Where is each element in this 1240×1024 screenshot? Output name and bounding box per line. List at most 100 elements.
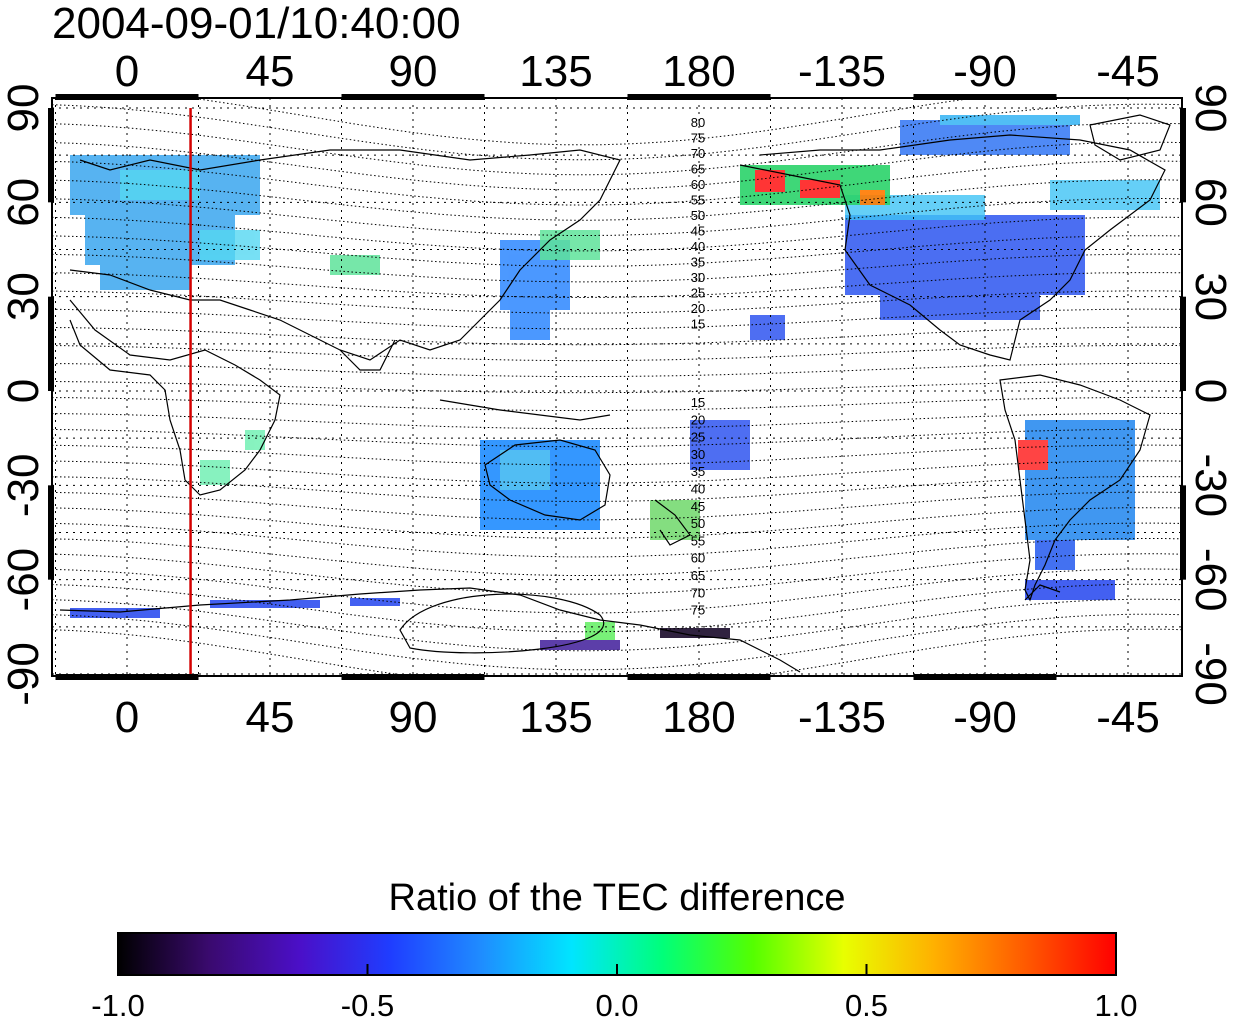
frame-bar-left [48,485,54,580]
contour-label-south: 45 [691,499,705,514]
contour-line [52,428,1182,448]
colorbar-tick-label: 1.0 [1094,988,1137,1023]
frame-bar-top [341,94,485,100]
frame-bar-left [48,296,54,391]
frame-bar-bottom [55,674,199,680]
patch-namerica-cyan [845,180,1160,220]
contour-line [52,553,1182,595]
contour-label-north: 50 [691,208,705,223]
colorbar-tick-label: 0.5 [845,988,888,1023]
lon-label-bottom: -135 [798,693,886,742]
contour-line [52,613,1182,671]
contour-label-south: 50 [691,516,705,531]
lon-label-bottom: 0 [115,693,139,742]
contour-label-north: 55 [691,193,705,208]
coast-europe-asia [69,149,621,361]
lat-label-right: 0 [1186,379,1235,403]
contour-line [187,98,978,146]
frame-bar-left [48,108,54,203]
contour-label-north: 60 [691,177,705,192]
patch-africa [200,430,265,485]
lon-label-bottom: -45 [1096,693,1160,742]
contour-line [52,444,1182,466]
lon-label-top: -45 [1096,47,1160,96]
contour-line [52,344,1182,362]
contour-line [52,253,1182,283]
contour-line [52,290,1182,314]
lat-label-left: -60 [0,548,48,612]
contour-label-south: 25 [691,430,705,445]
colorbar-tick-label: 0.0 [595,988,638,1023]
contour-label-north: 80 [691,115,705,130]
lat-label-right: 60 [1186,178,1235,227]
patch-alaska [740,115,1080,205]
contour-label-north: 45 [691,224,705,239]
contour-line [52,198,1182,236]
contour-label-south: 60 [691,551,705,566]
contour-line [52,491,1182,521]
contour-label-south: 20 [691,412,705,427]
lon-label-bottom: 135 [519,693,592,742]
lon-label-bottom: -90 [953,693,1017,742]
lon-label-top: 0 [115,47,139,96]
lat-label-left: 30 [0,272,48,321]
patch-newzealand [650,500,700,540]
contour-line [52,272,1182,299]
coast-greenland [1089,114,1171,161]
lat-label-left: 60 [0,178,48,227]
contour-label-south: 15 [691,395,705,410]
lat-lon-grid [52,98,1182,676]
coast-indonesia [439,399,611,421]
contour-line [52,216,1182,252]
timestamp-title: 2004-09-01/10:40:00 [52,0,461,48]
contour-label-south: 70 [691,585,705,600]
patch-australia [480,440,600,530]
contour-line [52,507,1182,539]
contour-label-north: 65 [691,162,705,177]
colorbar-title: Ratio of the TEC difference [389,877,846,919]
frame-bar-top [627,94,771,100]
lon-label-top: 45 [246,47,295,96]
contour-label-north: 30 [691,270,705,285]
coast-newzealand [654,499,691,546]
lon-label-top: 180 [662,47,735,96]
lon-label-top: -90 [953,47,1017,96]
axis-labels: 0045459090135135180180-135-135-90-90-45-… [0,47,1235,742]
frame-bar-top [913,94,1057,100]
contour-label-south: 65 [691,568,705,583]
coast-north-america [739,134,1166,361]
lat-label-left: -90 [0,642,48,706]
contour-label-south: 55 [691,533,705,548]
lat-label-right: 90 [1186,84,1235,133]
contour-line [52,583,1182,633]
contour-line [52,598,1182,652]
contour-line [52,160,1182,206]
contour-line [52,538,1182,576]
contour-line [52,235,1182,267]
lon-label-bottom: 45 [246,693,295,742]
lon-label-top: 135 [519,47,592,96]
coast-africa [69,299,281,496]
contour-label-south: 75 [691,603,705,618]
contour-label-north: 35 [691,255,705,270]
lat-label-right: -30 [1186,454,1235,518]
contour-line [52,522,1182,558]
colorbar-ticks: -1.0 -0.5 0.0 0.5 1.0 [91,964,1138,1023]
frame-bar-top [55,94,199,100]
frame-bar-bottom [341,674,485,680]
lat-label-right: -60 [1186,548,1235,612]
contour-label-north: 20 [691,301,705,316]
contour-line [52,141,1182,191]
contour-line [52,628,1182,676]
contour-line [52,122,1182,176]
coast-antarctic-ring [399,593,604,654]
coastlines [59,114,1171,673]
contour-line [52,396,1182,412]
lat-label-left: 0 [0,379,48,403]
contour-label-south: 35 [691,464,705,479]
contour-label-north: 15 [691,317,705,332]
contour-label-south: 40 [691,482,705,497]
lon-label-bottom: 90 [389,693,438,742]
frame-bar-right [1180,108,1186,203]
